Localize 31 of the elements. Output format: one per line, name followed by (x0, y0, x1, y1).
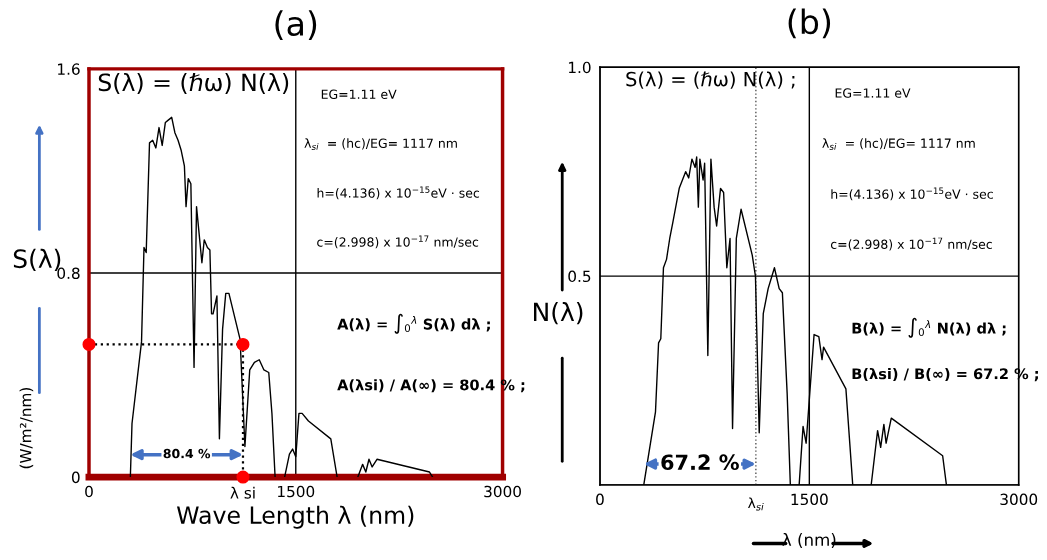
y-tick-label: 0 (71, 471, 80, 484)
annotation: 80.4 % (163, 448, 211, 459)
y-tick-label: 1.0 (568, 61, 591, 74)
annotation: EG=1.11 eV (321, 89, 397, 99)
ref-line-label: λ$_{si}$ (748, 497, 764, 511)
annotation: B(λ) = ∫$_{0}$$^{λ}$ N(λ) dλ ; (852, 317, 1006, 338)
annotation: h=(4.136) x 10$^{−15}$eV · sec (317, 186, 480, 200)
annotation: EG=1.11 eV (835, 88, 911, 98)
y-axis-title: N(λ) (534, 302, 583, 325)
y-tick-label: 1.6 (58, 63, 80, 75)
x-tick-label: 3000 (1000, 493, 1038, 506)
annotation: λ si (230, 486, 255, 499)
x-tick-label: 1500 (278, 485, 315, 498)
annotation: c=(2.998) x 10$^{−17}$ nm/sec (830, 237, 992, 251)
chart-title: (b) (788, 8, 831, 39)
annotation: S(λ) = (ℏω) N(λ) (98, 72, 289, 95)
annotation: λ$_{si}$ = (hc)/EG= 1117 nm (822, 138, 975, 150)
chart-title: (a) (275, 10, 317, 40)
annotation: c=(2.998) x 10$^{−17}$ nm/sec (317, 235, 479, 249)
text: (W/m²/nm) (19, 388, 34, 469)
x-tick-label: 3000 (484, 485, 521, 498)
annotation: h=(4.136) x 10$^{−15}$eV · sec (831, 187, 993, 201)
x-tick-label: 0 (596, 493, 604, 506)
annotation: A(λ) = ∫$_{0}$$^{λ}$ S(λ) dλ ; (337, 313, 490, 334)
annotation: S(λ) = (ℏω) N(λ) ; (626, 71, 795, 89)
y-tick-label: 0.5 (568, 270, 591, 283)
x-tick-label: 0 (85, 485, 93, 498)
annotation: 67.2 % (661, 454, 739, 471)
annotation: λ$_{si}$ = (hc)/EG= 1117 nm (304, 138, 457, 150)
x-axis-title: Wave Length λ (nm) (177, 505, 414, 529)
x-tick-label: 1500 (791, 493, 828, 506)
